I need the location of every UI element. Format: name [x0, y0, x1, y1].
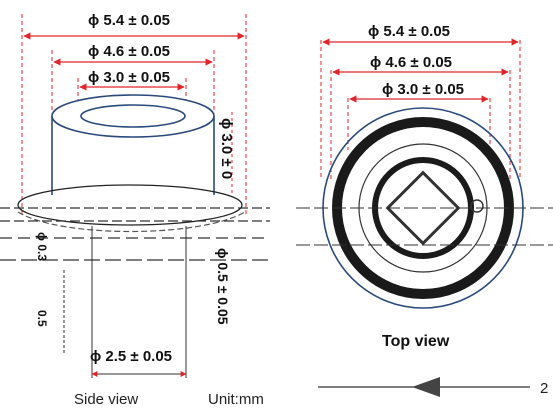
- top-view: ϕ 5.4 ± 0.05 ϕ 4.6 ± 0.05 ϕ 3.0 ± 0.05 T…: [296, 23, 553, 397]
- top-dim-outer-label: ϕ 5.4 ± 0.05: [368, 23, 450, 40]
- side-view: ϕ 5.4 ± 0.05 ϕ 4.6 ± 0.05 ϕ 3.0 ± 0.05 ϕ…: [0, 12, 270, 408]
- side-dim-pin-diameter-label: ϕ 0.5 ± 0.05: [215, 248, 231, 325]
- top-dim-middle-label: ϕ 4.6 ± 0.05: [370, 54, 452, 71]
- scale-indicator: 2: [318, 377, 548, 397]
- side-dim-pin-length-label: 0.5: [35, 310, 49, 327]
- side-dim-inner-label: ϕ 3.0 ± 0.05: [88, 69, 170, 86]
- side-dim-outer-label: ϕ 5.4 ± 0.05: [88, 12, 170, 29]
- unit-label: Unit:mm: [208, 391, 264, 408]
- cylinder-base: [0, 184, 270, 261]
- scale-value: 2: [540, 380, 548, 397]
- side-dim-height-label: ϕ 3.0 ± 0: [218, 118, 235, 179]
- side-dim-pin-spacing-label: ϕ 2.5 ± 0.05: [90, 348, 172, 365]
- cylinder-body: [51, 94, 215, 195]
- pins: [91, 226, 187, 378]
- top-view-caption: Top view: [382, 333, 450, 350]
- top-dim-inner-label: ϕ 3.0 ± 0.05: [382, 81, 464, 98]
- side-dim-pin-left-label: ϕ 0.3: [35, 232, 49, 261]
- top-view-centerlines: [296, 207, 553, 246]
- side-view-caption: Side view: [74, 391, 138, 408]
- side-dim-middle-label: ϕ 4.6 ± 0.05: [88, 43, 170, 60]
